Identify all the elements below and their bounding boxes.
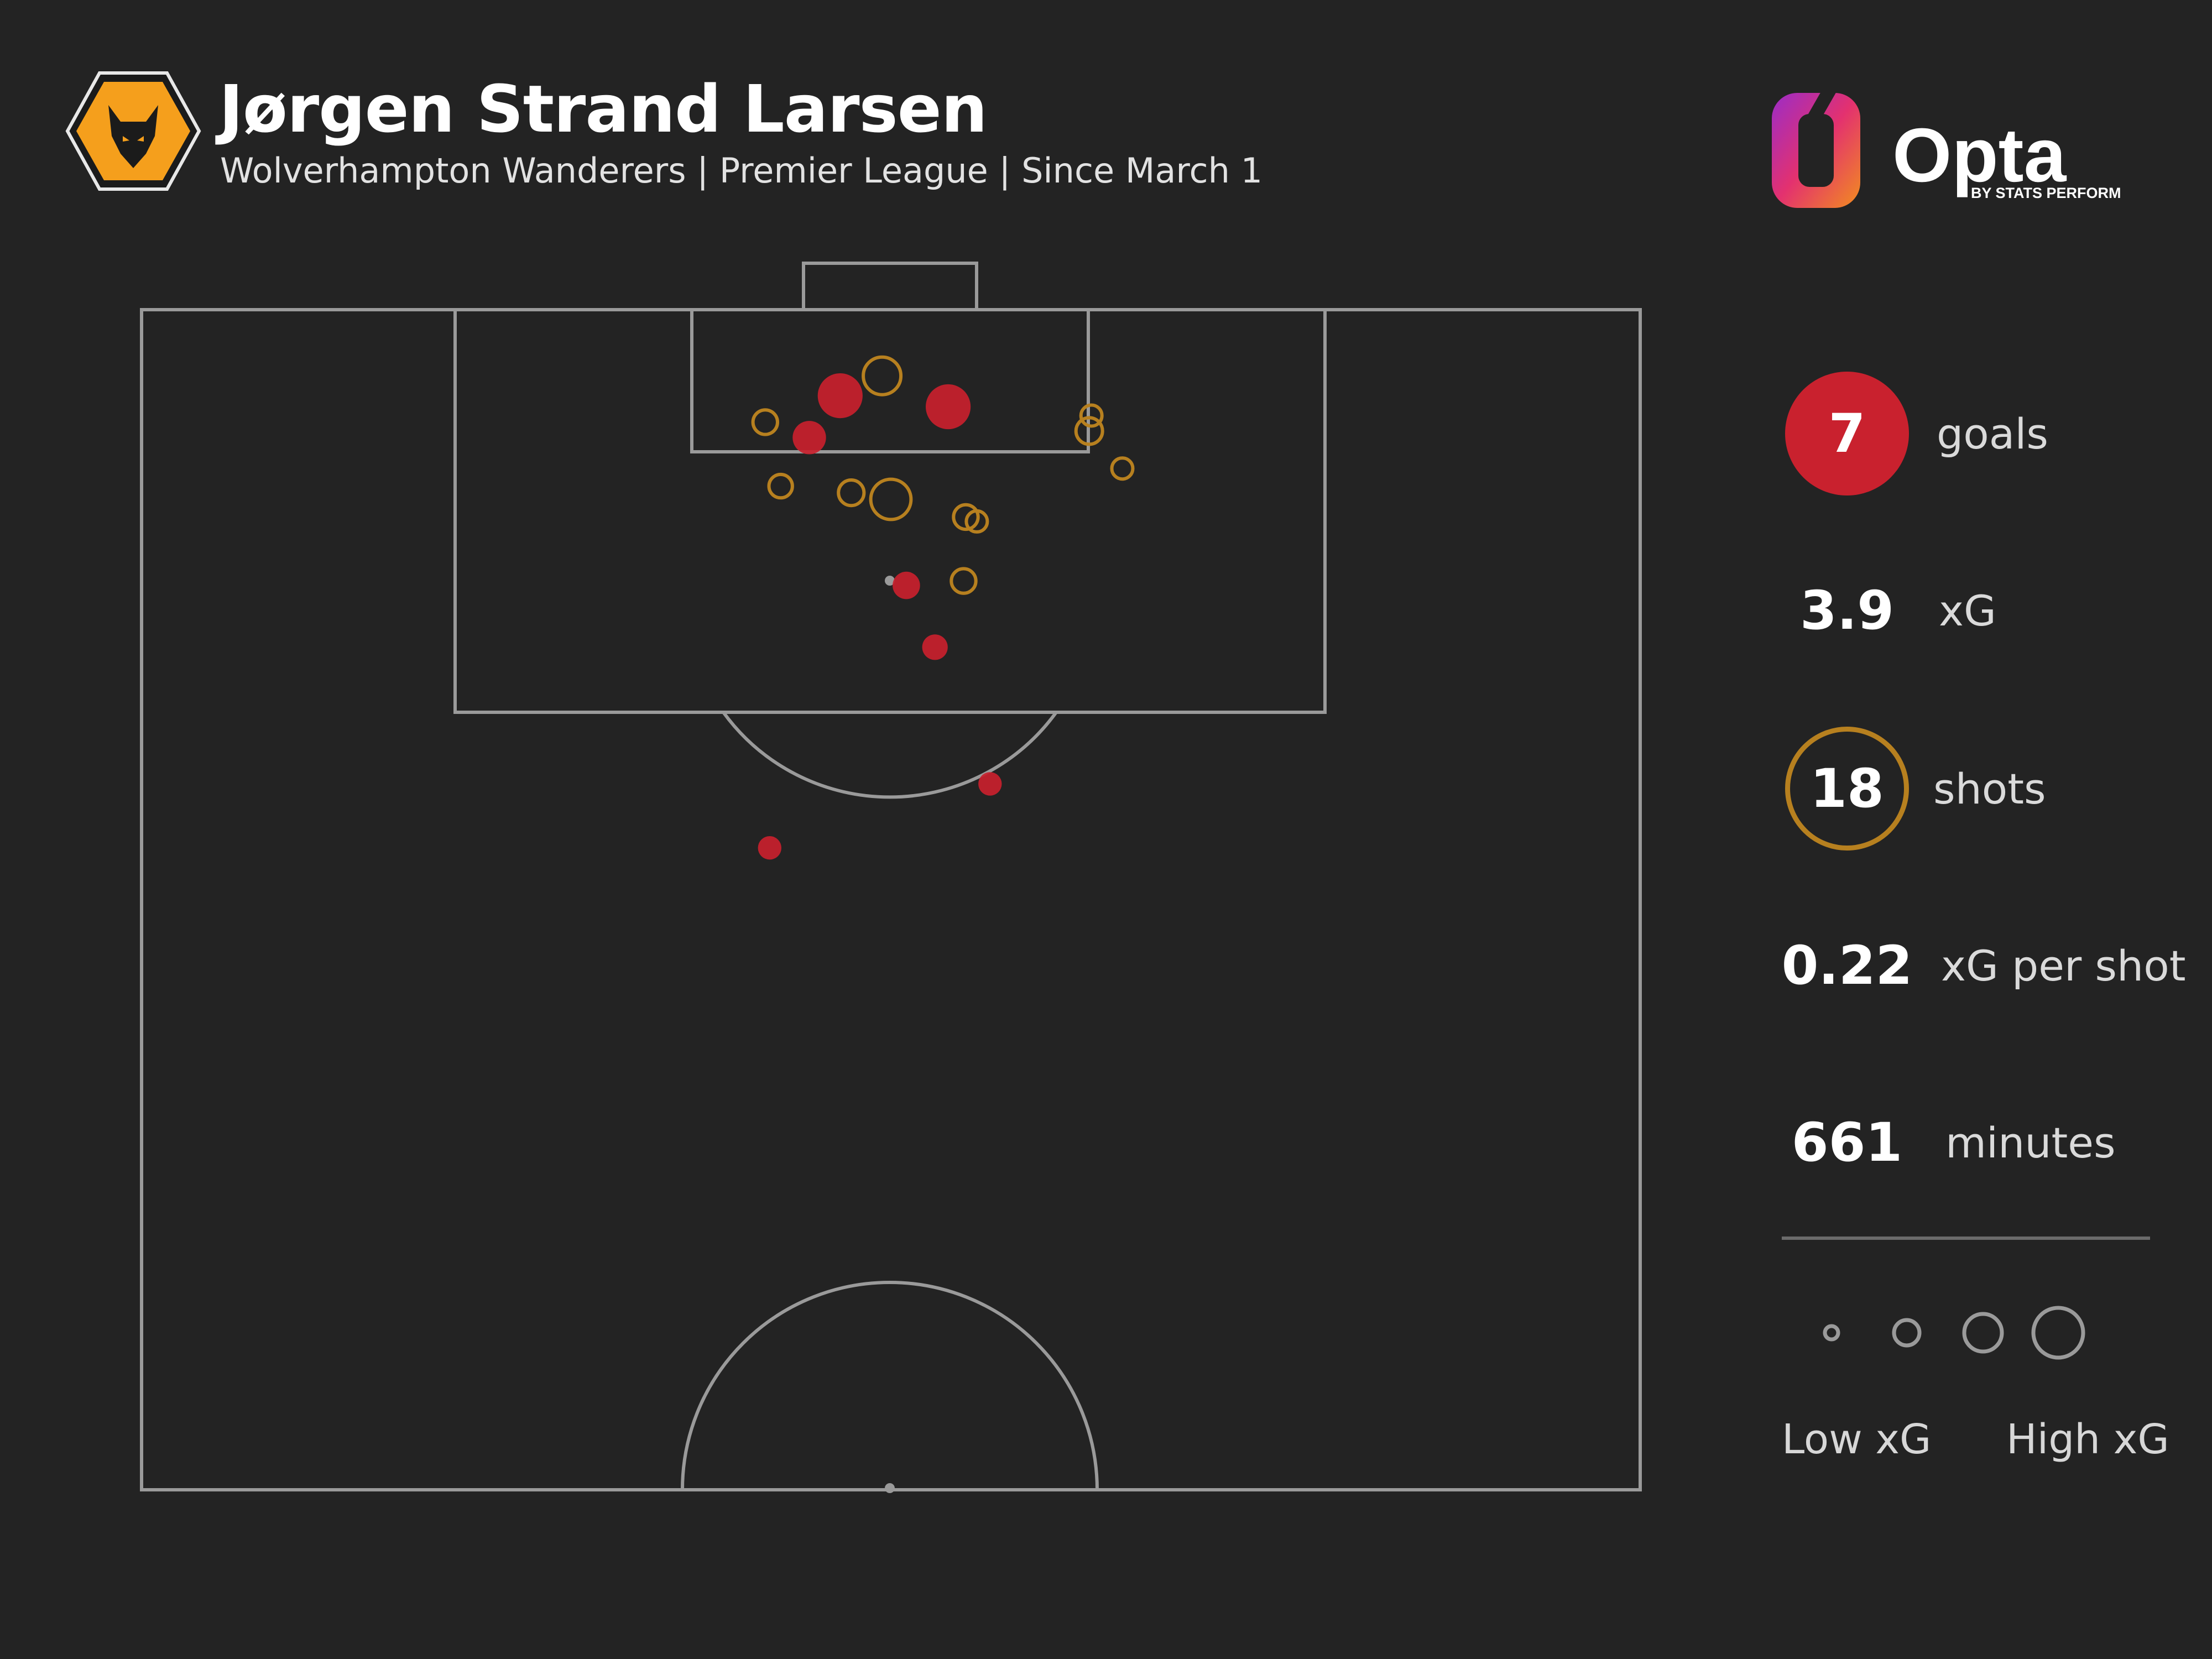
legend-divider [1782, 1237, 2150, 1240]
shot-miss-point [952, 503, 980, 531]
shot-goal-point [926, 384, 971, 430]
six-yard-box [690, 308, 1090, 453]
page-title: Jørgen Strand Larsen [219, 71, 988, 147]
penalty-area [453, 308, 1327, 714]
shot-miss-point [767, 472, 794, 500]
shot-goal-point [817, 373, 863, 419]
legend-low-xg: Low xG [1782, 1416, 1932, 1463]
penalty-arc [722, 711, 1058, 799]
opta-logo: Opta BY STATS PERFORM [1772, 91, 2121, 208]
stat-minutes: 661 minutes [1781, 1081, 2212, 1213]
shots-layer [751, 355, 1135, 860]
shot-miss-point [1110, 456, 1135, 481]
shot-miss-point [950, 567, 978, 595]
legend-xg-circle [1823, 1324, 1840, 1342]
shot-miss-point [1074, 416, 1104, 446]
opta-tagline: BY STATS PERFORM [1971, 185, 2121, 201]
stat-goals-value: 7 [1785, 372, 1909, 495]
stat-xg-per-shot-label: xG per shot [1941, 941, 2186, 990]
penalty-spot [885, 576, 895, 586]
stat-xg-value: 3.9 [1799, 580, 1895, 641]
goal-frame [802, 262, 978, 311]
legend-xg-circle [2031, 1306, 2085, 1360]
shot-miss-point [862, 355, 903, 397]
shot-goal-point [758, 836, 782, 860]
centre-circle [681, 1281, 1099, 1490]
stat-shots-value: 18 [1785, 727, 1909, 851]
stat-xg: 3.9 xG [1781, 549, 2212, 681]
shot-goal-point [792, 421, 826, 455]
stat-xg-per-shot: 0.22 xG per shot [1781, 904, 2212, 1036]
shot-miss-point [964, 509, 989, 534]
stat-goals-label: goals [1937, 409, 2049, 458]
shot-miss-point [1079, 403, 1104, 428]
page-subtitle: Wolverhampton Wanderers | Premier League… [220, 150, 1263, 191]
opta-wordmark: Opta [1892, 113, 2067, 198]
xg-size-legend [1823, 1306, 2085, 1360]
shot-goal-point [893, 571, 920, 599]
stat-xg-per-shot-value: 0.22 [1781, 935, 1913, 997]
stat-minutes-value: 661 [1791, 1112, 1903, 1173]
centre-spot [885, 1483, 895, 1493]
legend-xg-circle [1962, 1312, 2004, 1354]
stat-xg-label: xG [1939, 586, 1996, 635]
stat-goals: 7 goals [1781, 372, 2212, 504]
stat-minutes-label: minutes [1945, 1118, 2116, 1167]
shot-miss-point [751, 408, 780, 436]
shot-goal-point [922, 634, 948, 660]
shot-miss-point [869, 477, 913, 521]
legend-high-xg: High xG [2006, 1416, 2169, 1463]
shot-goal-point [978, 772, 1002, 796]
stat-shots: 18 shots [1781, 727, 2212, 859]
pitch-lines [140, 262, 1642, 1491]
pitch-outline [140, 308, 1642, 1491]
stat-shots-label: shots [1933, 764, 2046, 813]
wolves-badge-icon [65, 71, 201, 191]
legend-xg-circle [1892, 1318, 1922, 1348]
shot-miss-point [837, 478, 866, 508]
